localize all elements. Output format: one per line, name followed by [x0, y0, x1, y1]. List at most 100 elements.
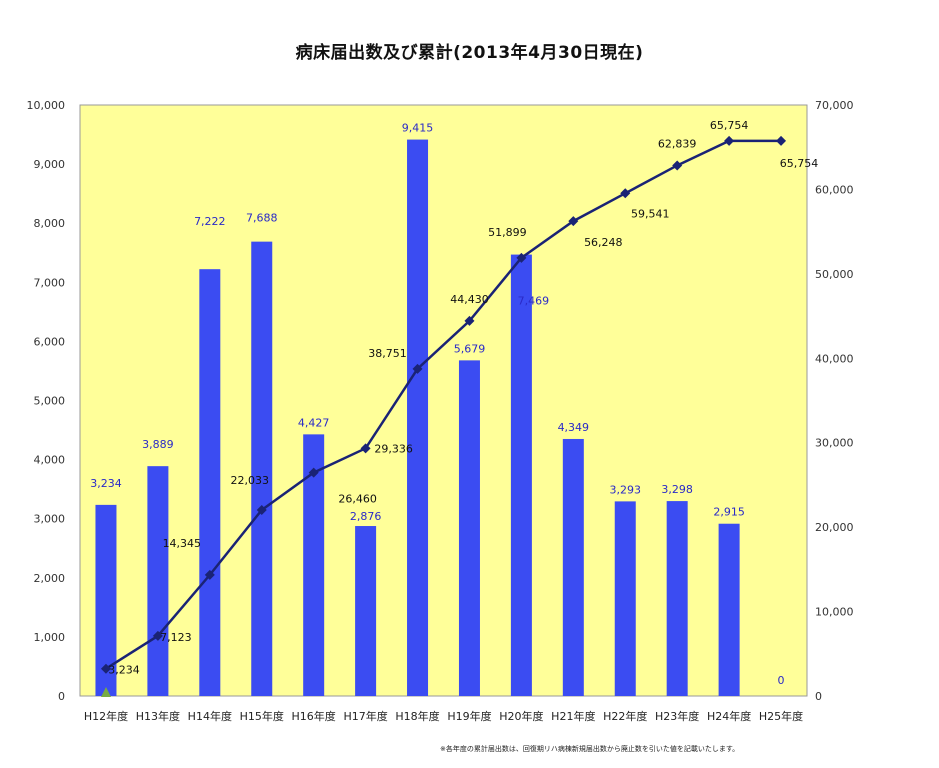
line-value-label: 38,751 — [368, 347, 407, 360]
line-value-label: 14,345 — [163, 537, 202, 550]
bar-value-label: 7,688 — [246, 212, 278, 225]
bar-value-labels: 3,234 3,889 7,222 7,688 4,427 2,876 9,415 5,679… — [90, 122, 784, 687]
x-axis-tick-label: H19年度 — [447, 709, 491, 723]
bar — [251, 241, 273, 696]
bar-value-label: 5,679 — [454, 342, 486, 355]
left-axis-tick-label: 1,000 — [34, 631, 66, 644]
chart-title: 病床届出数及び累計(2013年4月30日現在) — [295, 43, 644, 63]
x-axis-tick-label: H22年度 — [603, 709, 647, 723]
right-axis-tick-label: 10,000 — [815, 606, 854, 619]
right-axis-tick-label: 30,000 — [815, 437, 854, 450]
right-axis-tick-label: 70,000 — [815, 99, 854, 112]
right-axis-tick-label: 20,000 — [815, 521, 854, 534]
x-axis-tick-label: H20年度 — [499, 709, 543, 723]
bar — [458, 360, 480, 696]
x-axis-tick-label: H13年度 — [136, 709, 180, 723]
line-point-marker — [360, 443, 371, 454]
bar — [355, 526, 377, 696]
line-point-marker — [568, 216, 579, 227]
line-value-label: 7,123 — [160, 631, 192, 644]
line-value-label: 44,430 — [450, 293, 489, 306]
bar — [147, 466, 169, 696]
bar-value-label: 3,234 — [90, 477, 122, 490]
bar-value-label: 3,293 — [610, 483, 642, 496]
line-point-marker — [776, 135, 787, 146]
bar — [510, 254, 532, 696]
line-value-labels: 3,234 7,123 14,345 22,033 26,460 29,336 38,751… — [108, 119, 818, 677]
x-axis-tick-label: H23年度 — [655, 709, 699, 723]
bar-value-label: 3,298 — [661, 483, 693, 496]
bar-value-label: 7,469 — [518, 295, 550, 308]
line-value-label: 65,754 — [710, 119, 749, 132]
combo-chart: 0 1,000 2,000 3,000 4,000 5,000 6,000 7,000 8,00… — [27, 99, 854, 723]
line-point-marker — [204, 569, 215, 580]
line-value-label: 29,336 — [374, 442, 413, 455]
line-point-marker — [672, 160, 683, 171]
x-axis-tick-label: H24年度 — [707, 709, 751, 723]
x-axis-ticks: H12年度 H13年度 H14年度 H15年度 H16年度 H17年度 H18年度 H19年度… — [84, 709, 803, 723]
bar — [95, 504, 117, 696]
line-value-label: 59,541 — [631, 207, 670, 220]
line-point-marker — [308, 467, 319, 478]
x-axis-tick-label: H16年度 — [292, 709, 336, 723]
cumulative-line-series — [100, 135, 787, 674]
left-axis-tick-label: 0 — [58, 690, 65, 703]
line-value-label: 51,899 — [488, 226, 527, 239]
bar — [718, 523, 740, 696]
line-point-marker — [256, 504, 267, 515]
bar — [666, 501, 688, 696]
right-axis-ticks: 0 10,000 20,000 30,000 40,000 50,000 60,000 70,… — [815, 99, 854, 703]
line-point-marker — [412, 363, 423, 374]
line-value-label: 56,248 — [584, 236, 623, 249]
left-axis-tick-label: 6,000 — [34, 335, 66, 348]
left-axis-tick-label: 4,000 — [34, 454, 66, 467]
x-axis-tick-label: H15年度 — [240, 709, 284, 723]
bar-value-label: 9,415 — [402, 122, 434, 135]
x-axis-tick-label: H21年度 — [551, 709, 595, 723]
right-axis-tick-label: 50,000 — [815, 268, 854, 281]
line-value-label: 22,033 — [231, 474, 270, 487]
line-value-label: 26,460 — [338, 493, 377, 506]
right-axis-tick-label: 60,000 — [815, 183, 854, 196]
line-point-marker — [152, 630, 163, 641]
bar-value-label: 0 — [778, 674, 785, 687]
left-axis-tick-label: 7,000 — [34, 276, 66, 289]
bar-value-label: 2,915 — [713, 506, 745, 519]
left-axis-tick-label: 9,000 — [34, 158, 66, 171]
line-value-label: 62,839 — [658, 137, 697, 150]
left-axis-tick-label: 2,000 — [34, 572, 66, 585]
plot-area — [79, 104, 808, 697]
line-point-marker — [724, 135, 735, 146]
bar-value-label: 3,889 — [142, 438, 174, 451]
bar-value-label: 4,349 — [558, 421, 590, 434]
bar-value-label: 4,427 — [298, 416, 330, 429]
right-axis-tick-label: 0 — [815, 690, 822, 703]
x-axis-tick-label: H25年度 — [759, 709, 803, 723]
bar-series — [95, 139, 740, 697]
cumulative-line — [105, 139, 782, 670]
x-axis-tick-label: H18年度 — [395, 709, 439, 723]
line-point-marker — [516, 252, 527, 263]
left-axis-ticks: 0 1,000 2,000 3,000 4,000 5,000 6,000 7,000 8,00… — [27, 99, 66, 703]
green-triangle-marker — [101, 687, 111, 697]
x-axis-tick-label: H17年度 — [343, 709, 387, 723]
bar — [199, 269, 221, 696]
left-axis-tick-label: 8,000 — [34, 217, 66, 230]
line-value-label: 65,754 — [780, 157, 819, 170]
line-point-marker — [464, 315, 475, 326]
right-axis-tick-label: 40,000 — [815, 352, 854, 365]
bar — [407, 139, 429, 697]
left-axis-tick-label: 10,000 — [27, 99, 66, 112]
bar — [562, 438, 584, 696]
line-point-marker — [620, 188, 631, 199]
bar — [303, 434, 325, 696]
left-axis-tick-label: 3,000 — [34, 513, 66, 526]
bar-value-label: 2,876 — [350, 510, 382, 523]
line-point-marker — [100, 663, 111, 674]
bar-value-label: 7,222 — [194, 215, 226, 228]
line-value-label: 3,234 — [108, 664, 140, 677]
x-axis-tick-label: H14年度 — [188, 709, 232, 723]
x-axis-tick-label: H12年度 — [84, 709, 128, 723]
bar — [614, 501, 636, 696]
left-axis-tick-label: 5,000 — [34, 395, 66, 408]
